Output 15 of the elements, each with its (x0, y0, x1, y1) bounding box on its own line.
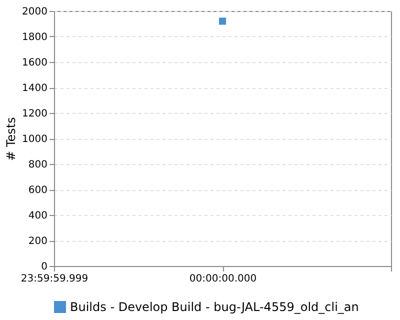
y-tick-label: 2000 (22, 6, 48, 18)
y-tick-label: 1800 (22, 32, 48, 43)
y-tick-label: 600 (28, 185, 48, 196)
y-tick-label: 1600 (22, 58, 48, 68)
y-tick-label: 400 (28, 210, 48, 222)
y-tick-label: 0 (41, 262, 48, 272)
legend-label: Builds - Develop Build - bug-JAL-4559_old_cli_an (70, 300, 359, 314)
y-tick-label: 1000 (22, 134, 48, 145)
y-tick-label: 1200 (22, 108, 48, 120)
y-tick-label: 200 (28, 236, 48, 247)
x-tick-label: 00:00:00.000 (189, 274, 257, 284)
x-tick-label: 23:59:59.999 (20, 274, 88, 284)
y-tick-label: 1400 (22, 83, 48, 94)
y-tick-label: 800 (28, 160, 48, 170)
y-axis-title: # Tests (4, 117, 18, 161)
